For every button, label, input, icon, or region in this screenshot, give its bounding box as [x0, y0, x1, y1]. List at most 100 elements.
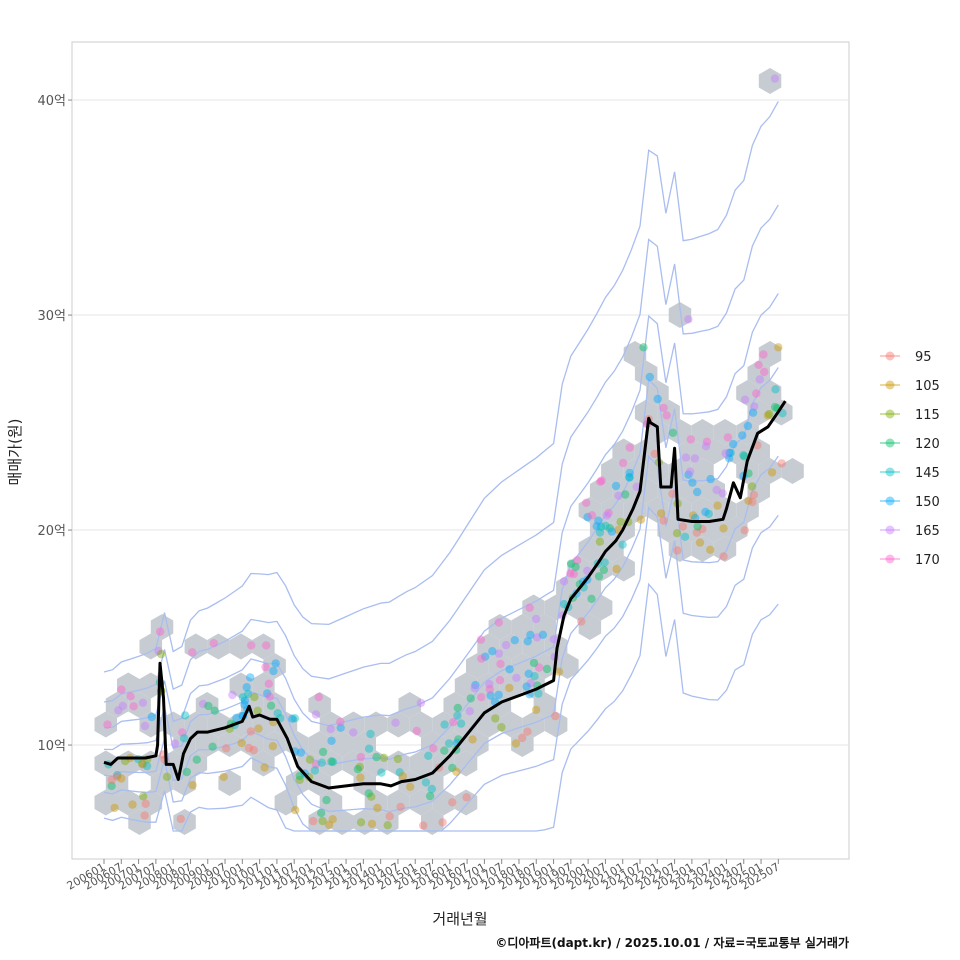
- data-point: [209, 639, 218, 648]
- hex-bin: [691, 497, 714, 523]
- data-point: [261, 662, 270, 672]
- hex-bin: [601, 458, 624, 484]
- hex-bin: [274, 711, 298, 738]
- hex-bin: [544, 594, 568, 621]
- data-point: [494, 649, 504, 658]
- x-axis: 2006012006072007012007072008012008072009…: [65, 859, 782, 893]
- data-point: [569, 569, 578, 579]
- data-point: [566, 559, 576, 568]
- data-point: [706, 545, 715, 554]
- data-point: [317, 808, 326, 818]
- data-point: [383, 821, 392, 830]
- legend-key-point: [885, 554, 895, 564]
- hex-bin: [454, 789, 478, 816]
- data-point: [178, 728, 187, 737]
- data-point: [162, 772, 172, 781]
- legend-key-point: [885, 380, 895, 390]
- data-point: [170, 739, 180, 748]
- y-axis: 10억 20억 30억 40억: [37, 94, 72, 754]
- data-point: [328, 815, 337, 824]
- data-point: [684, 470, 693, 479]
- data-point: [721, 449, 730, 458]
- hex-bin: [117, 672, 140, 699]
- hex-bin: [668, 497, 692, 523]
- data-point: [129, 702, 138, 711]
- data-point: [179, 734, 189, 743]
- hex-bin: [691, 419, 714, 445]
- hex-bin: [229, 711, 253, 738]
- data-point: [466, 694, 475, 703]
- hex-bin: [94, 789, 117, 816]
- hex-bin: [252, 672, 275, 699]
- data-point: [398, 772, 407, 781]
- legend-label: 145: [915, 466, 940, 481]
- data-point: [198, 699, 208, 709]
- data-point: [572, 556, 582, 565]
- data-point: [770, 74, 780, 83]
- data-point: [486, 691, 495, 700]
- hex-bin: [353, 731, 376, 757]
- data-point: [611, 481, 621, 491]
- data-point: [604, 508, 613, 518]
- hex-bin: [454, 672, 478, 699]
- data-point: [712, 485, 721, 495]
- data-point: [471, 680, 480, 690]
- data-point: [723, 433, 733, 442]
- hex-bin: [252, 633, 275, 660]
- legend-key-point: [885, 351, 895, 361]
- data-point: [429, 744, 438, 753]
- data-point: [510, 636, 519, 645]
- data-point: [322, 795, 331, 805]
- data-point: [247, 641, 256, 650]
- data-point: [154, 646, 163, 656]
- density-contours: [103, 101, 779, 832]
- data-point: [713, 501, 722, 510]
- data-point: [416, 698, 426, 708]
- data-point: [668, 428, 678, 437]
- hex-bin: [781, 458, 804, 484]
- data-point: [273, 709, 282, 718]
- hex-bin: [477, 672, 500, 699]
- hex-bin: [128, 809, 151, 835]
- data-point: [587, 594, 596, 603]
- data-point: [296, 748, 306, 757]
- data-point: [532, 633, 542, 642]
- data-point: [607, 527, 616, 536]
- data-point: [583, 512, 592, 522]
- hex-bin: [364, 711, 388, 738]
- data-point: [693, 487, 702, 497]
- data-point: [476, 635, 486, 644]
- hex-bin: [195, 731, 219, 757]
- hex-bin: [533, 614, 557, 640]
- hex-bin: [499, 633, 523, 660]
- data-point: [695, 538, 705, 547]
- data-point: [554, 667, 564, 676]
- data-point: [295, 771, 304, 781]
- data-point: [653, 394, 662, 404]
- data-point: [551, 711, 560, 721]
- data-point: [777, 459, 786, 468]
- data-point: [659, 516, 668, 525]
- data-point: [559, 577, 569, 586]
- hex-bin: [578, 497, 602, 523]
- data-point: [440, 746, 449, 755]
- data-point: [204, 701, 213, 711]
- data-point: [702, 437, 712, 446]
- legend-label: 120: [915, 437, 940, 452]
- data-point: [693, 522, 702, 531]
- data-point: [427, 784, 436, 794]
- data-point: [767, 468, 777, 477]
- data-point: [618, 540, 627, 549]
- data-point: [448, 763, 457, 773]
- hex-bin: [421, 809, 444, 835]
- hex-bin: [668, 302, 692, 328]
- hex-bin: [409, 750, 433, 777]
- hex-bin: [679, 438, 703, 465]
- hex-bin: [308, 809, 331, 835]
- data-point: [425, 791, 435, 801]
- data-point: [367, 792, 376, 801]
- data-point: [774, 343, 783, 352]
- hex-bin: [567, 594, 590, 621]
- data-point: [621, 490, 630, 499]
